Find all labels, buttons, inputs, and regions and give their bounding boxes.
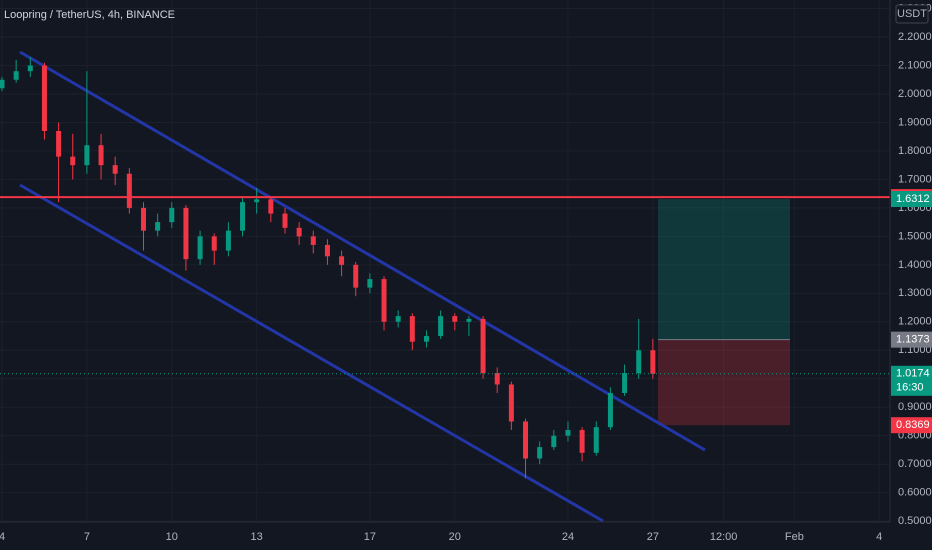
profit-zone xyxy=(658,199,790,340)
candle-body xyxy=(423,336,429,342)
candle-body xyxy=(494,373,500,385)
y-tick-label: 1.9000 xyxy=(898,116,932,128)
candle-body xyxy=(225,230,231,251)
candle-body xyxy=(211,236,217,251)
candle-body xyxy=(466,318,472,322)
y-tick-label: 0.7000 xyxy=(898,458,932,470)
y-tick-label: 2.2000 xyxy=(898,31,932,43)
levels xyxy=(0,196,890,375)
price-label: 0.8369 xyxy=(896,419,930,431)
candle-body xyxy=(622,373,628,393)
y-tick-label: 0.5000 xyxy=(898,515,932,527)
x-tick-label: 17 xyxy=(364,531,376,543)
price-label-box xyxy=(891,331,932,348)
candle-body xyxy=(607,392,613,428)
candle-body xyxy=(126,173,132,208)
candle-body xyxy=(169,207,175,223)
x-tick-label: 27 xyxy=(647,531,659,543)
price-label-box xyxy=(891,191,932,208)
candle-body xyxy=(551,435,557,448)
candle-body xyxy=(84,145,90,166)
candle-body xyxy=(296,227,302,237)
candle-body xyxy=(565,430,571,436)
candle-body xyxy=(579,430,585,453)
candle-body xyxy=(537,447,543,459)
y-tick-label: 1.7000 xyxy=(898,173,932,185)
candle-body xyxy=(282,213,288,228)
loss-zone xyxy=(658,339,790,426)
y-tick-label: 2.1000 xyxy=(898,59,932,71)
candle-body xyxy=(452,316,458,322)
candle-body xyxy=(13,71,19,80)
candle-body xyxy=(508,384,514,422)
x-tick-label: 24 xyxy=(562,531,574,543)
price-label: 1.6312 xyxy=(896,193,930,205)
candle-body xyxy=(56,130,62,157)
x-tick-label: 10 xyxy=(166,531,178,543)
x-tick-label: 13 xyxy=(251,531,263,543)
candle-body xyxy=(27,65,33,72)
candle-body xyxy=(254,199,260,203)
candle-body xyxy=(183,207,189,260)
candle-body xyxy=(112,165,118,174)
x-tick-label: Feb xyxy=(785,531,804,543)
candles xyxy=(0,56,656,479)
candle-body xyxy=(155,222,161,231)
price-label-box xyxy=(891,417,932,434)
grid xyxy=(0,0,890,522)
candle-body xyxy=(353,264,359,288)
candle-body xyxy=(98,145,104,166)
y-tick-label: 1.3000 xyxy=(898,287,932,299)
channel-upper xyxy=(19,50,706,452)
price-axis xyxy=(890,0,932,550)
candle-body xyxy=(0,79,5,89)
y-tick-label: 1.4000 xyxy=(898,259,932,271)
x-tick-label: 12:00 xyxy=(710,531,738,543)
candle-body xyxy=(367,279,373,288)
candle-body xyxy=(268,199,274,214)
candle-body xyxy=(324,244,330,257)
x-tick-label: 4 xyxy=(876,531,882,543)
x-tick-label: 7 xyxy=(84,531,90,543)
chart-title: Loopring / TetherUS, 4h, BINANCE xyxy=(4,9,175,21)
countdown-label: 16:30 xyxy=(896,382,924,394)
candle-body xyxy=(310,236,316,245)
candle-body xyxy=(636,350,642,374)
position-zones xyxy=(658,199,790,426)
x-tick-label: 4 xyxy=(0,531,5,543)
currency-box xyxy=(895,4,929,24)
y-tick-label: 1.2000 xyxy=(898,316,932,328)
y-tick-label: 0.9000 xyxy=(898,401,932,413)
candle-body xyxy=(650,350,656,374)
candle-body xyxy=(381,279,387,322)
y-tick-label: 2.0000 xyxy=(898,88,932,100)
candle-body xyxy=(438,316,444,337)
candle-body xyxy=(339,256,345,265)
current-price-box xyxy=(891,365,932,396)
candle-body xyxy=(197,236,203,260)
candle-body xyxy=(41,65,47,131)
current-price-label: 1.0174 xyxy=(896,368,930,380)
candle-body xyxy=(70,156,76,166)
candle-body xyxy=(240,202,246,231)
candle-body xyxy=(140,207,146,231)
y-tick-label: 0.6000 xyxy=(898,487,932,499)
channel-lower xyxy=(19,183,604,523)
candle-body xyxy=(593,427,599,453)
y-tick-label: 1.8000 xyxy=(898,145,932,157)
currency: USDT xyxy=(897,8,927,20)
candle-body xyxy=(480,318,486,374)
x-tick-label: 20 xyxy=(449,531,461,543)
price-label: 1.1373 xyxy=(896,334,930,346)
candle-body xyxy=(523,421,529,459)
candle-body xyxy=(409,316,415,342)
candle-body xyxy=(395,316,401,322)
y-tick-label: 1.5000 xyxy=(898,230,932,242)
